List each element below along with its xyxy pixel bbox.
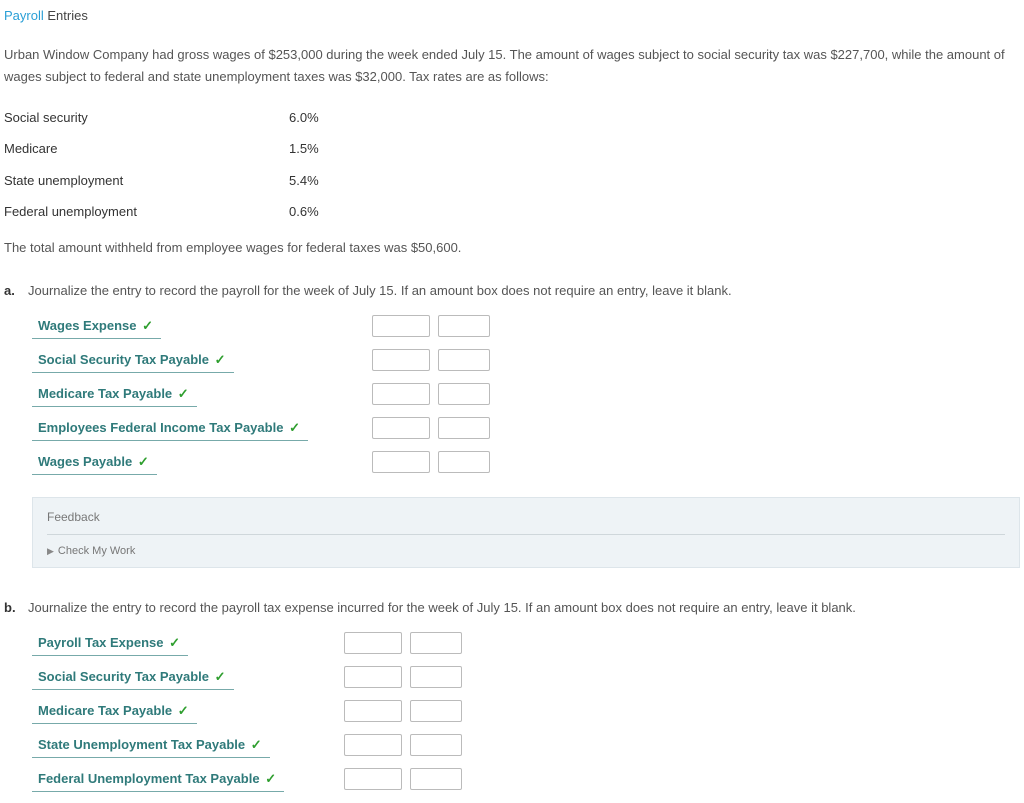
account-label: Employees Federal Income Tax Payable (38, 420, 283, 435)
debit-input[interactable] (344, 768, 402, 790)
part-b-letter: b. (4, 598, 18, 618)
page-title: Payroll Entries (4, 6, 1020, 26)
journal-row: Federal Unemployment Tax Payable ✓ (32, 762, 1020, 796)
journal-row: Social Security Tax Payable ✓ (32, 343, 1020, 377)
account-label: Federal Unemployment Tax Payable (38, 771, 260, 786)
check-icon: ✓ (138, 454, 149, 469)
debit-input[interactable] (372, 315, 430, 337)
withheld-text: The total amount withheld from employee … (4, 238, 1020, 258)
part-a-header: a. Journalize the entry to record the pa… (4, 281, 1020, 301)
account-label: Wages Expense (38, 318, 137, 333)
debit-input[interactable] (344, 734, 402, 756)
journal-row: Wages Expense ✓ (32, 309, 1020, 343)
account-select[interactable]: Payroll Tax Expense ✓ (32, 629, 188, 657)
check-icon: ✓ (142, 318, 153, 333)
check-icon: ✓ (265, 771, 276, 786)
part-a-letter: a. (4, 281, 18, 301)
credit-input[interactable] (438, 417, 490, 439)
account-label: Social Security Tax Payable (38, 352, 209, 367)
account-select[interactable]: Social Security Tax Payable ✓ (32, 663, 234, 691)
check-icon: ✓ (251, 737, 262, 752)
account-select[interactable]: Federal Unemployment Tax Payable ✓ (32, 765, 284, 793)
check-icon: ✓ (178, 386, 189, 401)
check-icon: ✓ (178, 703, 189, 718)
rate-value: 1.5% (289, 133, 319, 165)
credit-input[interactable] (438, 383, 490, 405)
account-label: Wages Payable (38, 454, 132, 469)
journal-b: Payroll Tax Expense ✓ Social Security Ta… (32, 626, 1020, 796)
rate-label: Federal unemployment (4, 196, 289, 228)
rate-value: 5.4% (289, 165, 319, 197)
credit-input[interactable] (410, 734, 462, 756)
journal-row: Payroll Tax Expense ✓ (32, 626, 1020, 660)
journal-a: Wages Expense ✓ Social Security Tax Paya… (32, 309, 1020, 479)
rate-label: Social security (4, 102, 289, 134)
account-select[interactable]: Wages Expense ✓ (32, 312, 161, 340)
journal-row: Employees Federal Income Tax Payable ✓ (32, 411, 1020, 445)
account-label: Medicare Tax Payable (38, 703, 172, 718)
credit-input[interactable] (410, 666, 462, 688)
triangle-icon: ▶ (47, 545, 54, 559)
debit-input[interactable] (372, 383, 430, 405)
debit-input[interactable] (372, 451, 430, 473)
debit-input[interactable] (344, 700, 402, 722)
debit-input[interactable] (344, 666, 402, 688)
rate-value: 0.6% (289, 196, 319, 228)
feedback-panel: Feedback ▶ Check My Work (32, 497, 1020, 569)
check-icon: ✓ (215, 669, 226, 684)
credit-input[interactable] (410, 632, 462, 654)
credit-input[interactable] (410, 700, 462, 722)
debit-input[interactable] (372, 349, 430, 371)
rate-value: 6.0% (289, 102, 319, 134)
rate-label: State unemployment (4, 165, 289, 197)
check-icon: ✓ (215, 352, 226, 367)
account-select[interactable]: Wages Payable ✓ (32, 448, 157, 476)
account-select[interactable]: Social Security Tax Payable ✓ (32, 346, 234, 374)
debit-input[interactable] (372, 417, 430, 439)
table-row: State unemployment5.4% (4, 165, 319, 197)
account-select[interactable]: State Unemployment Tax Payable ✓ (32, 731, 270, 759)
credit-input[interactable] (438, 315, 490, 337)
journal-row: Wages Payable ✓ (32, 445, 1020, 479)
check-icon: ✓ (169, 635, 180, 650)
title-link[interactable]: Payroll (4, 8, 44, 23)
check-my-work-label: Check My Work (58, 545, 135, 557)
part-b-header: b. Journalize the entry to record the pa… (4, 598, 1020, 618)
account-select[interactable]: Employees Federal Income Tax Payable ✓ (32, 414, 308, 442)
account-select[interactable]: Medicare Tax Payable ✓ (32, 697, 197, 725)
credit-input[interactable] (438, 451, 490, 473)
journal-row: Medicare Tax Payable ✓ (32, 377, 1020, 411)
part-a-text: Journalize the entry to record the payro… (28, 281, 732, 301)
account-label: State Unemployment Tax Payable (38, 737, 245, 752)
account-label: Social Security Tax Payable (38, 669, 209, 684)
journal-row: Medicare Tax Payable ✓ (32, 694, 1020, 728)
account-select[interactable]: Medicare Tax Payable ✓ (32, 380, 197, 408)
debit-input[interactable] (344, 632, 402, 654)
account-label: Medicare Tax Payable (38, 386, 172, 401)
table-row: Medicare1.5% (4, 133, 319, 165)
title-rest: Entries (44, 8, 88, 23)
credit-input[interactable] (438, 349, 490, 371)
credit-input[interactable] (410, 768, 462, 790)
account-label: Payroll Tax Expense (38, 635, 164, 650)
table-row: Federal unemployment0.6% (4, 196, 319, 228)
check-my-work-button[interactable]: ▶ Check My Work (47, 543, 1005, 560)
part-b-text: Journalize the entry to record the payro… (28, 598, 856, 618)
intro-paragraph: Urban Window Company had gross wages of … (4, 44, 1020, 88)
tax-rates-table: Social security6.0% Medicare1.5% State u… (4, 102, 319, 228)
journal-row: Social Security Tax Payable ✓ (32, 660, 1020, 694)
table-row: Social security6.0% (4, 102, 319, 134)
feedback-title: Feedback (47, 508, 1005, 526)
journal-row: State Unemployment Tax Payable ✓ (32, 728, 1020, 762)
divider (47, 534, 1005, 535)
check-icon: ✓ (289, 420, 300, 435)
rate-label: Medicare (4, 133, 289, 165)
